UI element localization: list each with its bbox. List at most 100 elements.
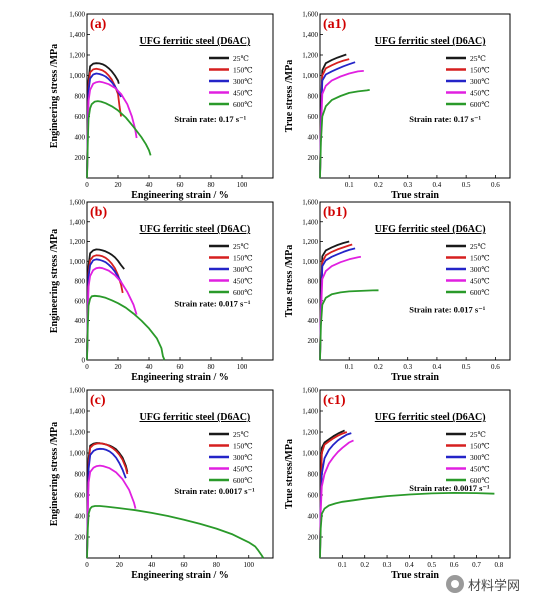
legend-label: 150℃ xyxy=(233,66,253,75)
legend-label: 25℃ xyxy=(470,430,486,439)
legend-label: 300℃ xyxy=(233,453,253,462)
y-tick-label: 800 xyxy=(75,93,86,101)
legend-label: 600℃ xyxy=(470,288,490,297)
legend-label: 300℃ xyxy=(470,77,490,86)
series-line-600c xyxy=(86,505,265,559)
y-tick-label: 1,400 xyxy=(69,408,85,416)
legend-label: 150℃ xyxy=(233,254,253,263)
x-tick-label: 0 xyxy=(85,181,89,189)
y-tick-label: 200 xyxy=(308,337,319,345)
y-tick-label: 1,200 xyxy=(69,429,85,437)
strain-rate-annotation: Strain rate: 0.017 s⁻¹ xyxy=(409,305,485,315)
legend-label: 150℃ xyxy=(470,442,490,451)
x-tick-label: 0 xyxy=(85,561,89,569)
x-axis-label: Engineering strain / % xyxy=(131,372,229,383)
legend-label: 600℃ xyxy=(233,476,253,485)
x-tick-label: 40 xyxy=(146,181,154,189)
legend-label: 25℃ xyxy=(233,430,249,439)
y-tick-label: 1,600 xyxy=(302,387,318,395)
series-line-300c xyxy=(319,432,352,559)
series-line-300c xyxy=(86,258,122,361)
x-tick-label: 0.2 xyxy=(374,363,383,371)
y-tick-label: 1,000 xyxy=(69,258,85,266)
panel-label: (c1) xyxy=(323,393,346,408)
y-tick-label: 800 xyxy=(308,278,319,286)
series-line-300c xyxy=(86,447,127,559)
x-tick-label: 0.1 xyxy=(345,181,354,189)
series-line-600c xyxy=(319,289,379,361)
x-tick-label: 0.1 xyxy=(345,363,354,371)
series-line-300c xyxy=(319,61,356,179)
chart-title: UFG ferritic steel (D6AC) xyxy=(375,36,486,47)
series-line-600c xyxy=(319,89,370,179)
y-tick-label: 0 xyxy=(82,357,86,365)
series-line-450c xyxy=(86,266,138,361)
x-tick-label: 100 xyxy=(243,561,254,569)
y-axis-label: True stress /MPa xyxy=(284,60,295,132)
x-tick-label: 20 xyxy=(115,181,123,189)
legend-label: 150℃ xyxy=(470,254,490,263)
x-tick-label: 0.4 xyxy=(433,363,442,371)
y-tick-label: 1,000 xyxy=(302,258,318,266)
strain-rate-annotation: Strain rate: 0.17 s⁻¹ xyxy=(409,114,481,124)
y-tick-label: 400 xyxy=(308,513,319,521)
series-line-600c xyxy=(86,100,152,179)
y-tick-label: 200 xyxy=(75,154,86,162)
y-tick-label: 400 xyxy=(308,317,319,325)
legend-label: 600℃ xyxy=(233,288,253,297)
y-axis-label: True stress /MPa xyxy=(284,245,295,317)
legend-label: 450℃ xyxy=(233,277,253,286)
x-tick-label: 0.3 xyxy=(383,561,392,569)
panel-b: 0 200 400 600 800 1,000 1,200 1,400 1,600 0 20 40 60… xyxy=(49,199,274,383)
x-tick-label: 80 xyxy=(213,561,221,569)
legend-label: 600℃ xyxy=(470,100,490,109)
y-tick-label: 600 xyxy=(308,492,319,500)
series-line-150c xyxy=(86,442,129,559)
legend-label: 300℃ xyxy=(233,77,253,86)
x-tick-label: 80 xyxy=(208,181,216,189)
y-tick-label: 600 xyxy=(308,113,319,121)
y-tick-label: 600 xyxy=(75,297,86,305)
y-tick-label: 200 xyxy=(75,337,86,345)
y-tick-label: 1,200 xyxy=(302,429,318,437)
x-tick-label: 0.5 xyxy=(462,363,471,371)
x-axis-label: True strain xyxy=(391,570,439,581)
x-tick-label: 0.7 xyxy=(472,561,481,569)
x-tick-label: 0.2 xyxy=(360,561,369,569)
panel-label: (b) xyxy=(90,205,107,220)
y-tick-label: 1,200 xyxy=(69,238,85,246)
legend-label: 450℃ xyxy=(233,465,253,474)
panel-a1: 200 400 600 800 1,000 1,200 1,400 1,600 0.1 0.2 0.… xyxy=(284,11,511,201)
chart-title: UFG ferritic steel (D6AC) xyxy=(139,36,250,47)
legend-label: 25℃ xyxy=(470,54,486,63)
legend-label: 150℃ xyxy=(470,66,490,75)
legend-label: 300℃ xyxy=(233,265,253,274)
strain-rate-annotation: Strain rate: 0.0017 s⁻¹ xyxy=(409,483,490,493)
y-tick-label: 400 xyxy=(308,134,319,142)
y-tick-label: 400 xyxy=(75,513,86,521)
y-tick-label: 1,200 xyxy=(302,52,318,60)
y-tick-label: 200 xyxy=(308,154,319,162)
series-line-450c xyxy=(86,464,137,559)
panel-c: 200 400 600 800 1,000 1,200 1,400 1,600 0 20 40 60 8… xyxy=(49,387,274,581)
series-line-450c xyxy=(319,439,354,559)
legend-label: 25℃ xyxy=(233,54,249,63)
chart-title: UFG ferritic steel (D6AC) xyxy=(375,224,486,235)
y-tick-label: 1,400 xyxy=(302,218,318,226)
x-tick-label: 60 xyxy=(177,181,185,189)
series-line-450c xyxy=(319,255,362,361)
panel-label: (c) xyxy=(90,393,106,408)
x-axis-label: True strain xyxy=(391,372,439,383)
x-tick-label: 0.2 xyxy=(374,181,383,189)
y-tick-label: 200 xyxy=(75,534,86,542)
x-tick-label: 20 xyxy=(116,561,124,569)
y-tick-label: 1,000 xyxy=(69,72,85,80)
x-axis-label: Engineering strain / % xyxy=(131,570,229,581)
y-tick-label: 1,600 xyxy=(69,199,85,207)
y-tick-label: 1,200 xyxy=(302,238,318,246)
panel-label: (a) xyxy=(90,17,107,32)
strain-rate-annotation: Strain rate: 0.0017 s⁻¹ xyxy=(174,486,255,496)
chart-title: UFG ferritic steel (D6AC) xyxy=(375,412,486,423)
y-axis-label: True stress/MPa xyxy=(284,439,295,509)
